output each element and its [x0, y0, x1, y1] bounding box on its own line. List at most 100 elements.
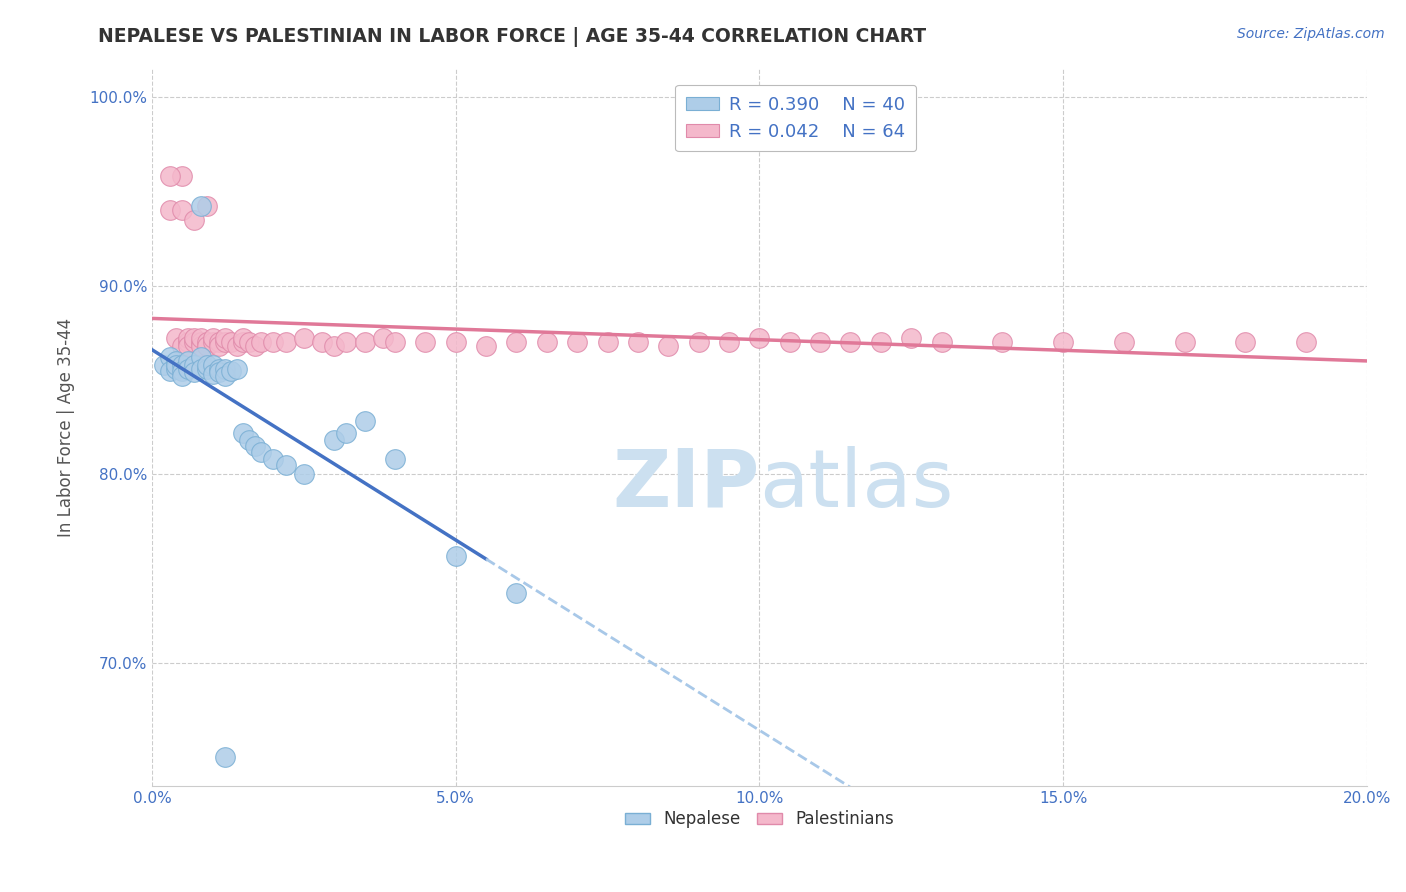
Point	[214, 750, 236, 764]
Point	[238, 335, 260, 350]
Point	[839, 335, 862, 350]
Point	[323, 339, 346, 353]
Point	[627, 335, 650, 350]
Point	[565, 335, 588, 350]
Point	[274, 458, 297, 472]
Point	[779, 335, 801, 350]
Point	[159, 351, 181, 365]
Point	[274, 335, 297, 350]
Point	[183, 358, 205, 372]
Point	[1052, 335, 1074, 350]
Point	[183, 212, 205, 227]
Point	[165, 358, 187, 372]
Point	[413, 335, 436, 350]
Point	[1234, 335, 1257, 350]
Point	[250, 444, 273, 458]
Point	[190, 335, 212, 350]
Point	[262, 452, 284, 467]
Point	[190, 361, 212, 376]
Point	[195, 339, 218, 353]
Point	[444, 335, 467, 350]
Point	[190, 331, 212, 345]
Point	[384, 335, 406, 350]
Point	[159, 169, 181, 183]
Point	[1112, 335, 1135, 350]
Point	[183, 366, 205, 380]
Point	[232, 335, 254, 350]
Point	[475, 339, 498, 353]
Point	[172, 339, 194, 353]
Point	[183, 331, 205, 345]
Point	[165, 361, 187, 376]
Point	[214, 335, 236, 350]
Point	[505, 335, 527, 350]
Point	[177, 354, 200, 368]
Point	[177, 339, 200, 353]
Point	[384, 452, 406, 467]
Point	[311, 335, 333, 350]
Point	[219, 335, 242, 350]
Text: NEPALESE VS PALESTINIAN IN LABOR FORCE | AGE 35-44 CORRELATION CHART: NEPALESE VS PALESTINIAN IN LABOR FORCE |…	[98, 27, 927, 46]
Point	[371, 331, 394, 345]
Point	[165, 331, 187, 345]
Point	[195, 361, 218, 376]
Point	[335, 335, 357, 350]
Point	[335, 425, 357, 440]
Legend: Nepalese, Palestinians: Nepalese, Palestinians	[619, 804, 901, 835]
Point	[208, 361, 231, 376]
Point	[596, 335, 619, 350]
Point	[353, 415, 375, 429]
Point	[195, 335, 218, 350]
Point	[505, 586, 527, 600]
Point	[159, 203, 181, 218]
Point	[165, 354, 187, 368]
Point	[245, 439, 267, 453]
Point	[444, 549, 467, 563]
Point	[172, 358, 194, 372]
Point	[177, 335, 200, 350]
Point	[688, 335, 710, 350]
Point	[245, 339, 267, 353]
Point	[536, 335, 558, 350]
Point	[201, 331, 224, 345]
Point	[226, 339, 249, 353]
Point	[190, 339, 212, 353]
Point	[292, 467, 315, 482]
Point	[931, 335, 953, 350]
Point	[208, 366, 231, 380]
Point	[159, 363, 181, 377]
Point	[177, 331, 200, 345]
Point	[900, 331, 922, 345]
Point	[208, 339, 231, 353]
Point	[232, 425, 254, 440]
Text: ZIP: ZIP	[612, 445, 759, 524]
Point	[190, 351, 212, 365]
Point	[201, 335, 224, 350]
Point	[172, 169, 194, 183]
Point	[991, 335, 1014, 350]
Point	[717, 335, 740, 350]
Point	[323, 434, 346, 448]
Point	[201, 368, 224, 382]
Point	[353, 335, 375, 350]
Text: atlas: atlas	[759, 445, 953, 524]
Point	[1174, 335, 1197, 350]
Point	[232, 331, 254, 345]
Y-axis label: In Labor Force | Age 35-44: In Labor Force | Age 35-44	[58, 318, 75, 537]
Point	[1295, 335, 1317, 350]
Point	[870, 335, 893, 350]
Point	[250, 335, 273, 350]
Point	[183, 335, 205, 350]
Point	[214, 331, 236, 345]
Point	[748, 331, 770, 345]
Point	[201, 358, 224, 372]
Point	[195, 358, 218, 372]
Point	[214, 361, 236, 376]
Point	[262, 335, 284, 350]
Point	[226, 361, 249, 376]
Point	[657, 339, 679, 353]
Point	[219, 363, 242, 377]
Point	[238, 434, 260, 448]
Point	[172, 369, 194, 384]
Point	[190, 199, 212, 213]
